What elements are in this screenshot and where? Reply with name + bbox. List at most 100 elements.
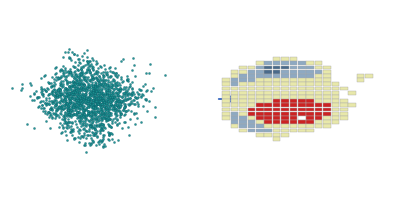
Point [97, 94, 103, 98]
Point [103, 115, 109, 118]
Point [105, 100, 111, 103]
Point [146, 62, 153, 66]
Bar [239, 66, 247, 69]
Point [72, 90, 78, 93]
Point [65, 104, 72, 107]
Bar [315, 108, 322, 111]
Point [55, 76, 62, 79]
Point [98, 107, 105, 111]
Point [46, 107, 53, 110]
Point [76, 97, 82, 100]
Point [142, 97, 148, 100]
Point [99, 110, 106, 113]
Bar [281, 108, 289, 111]
Point [64, 138, 70, 141]
Point [73, 98, 79, 102]
Point [39, 92, 45, 95]
Point [112, 83, 118, 86]
Bar [315, 74, 322, 78]
Point [53, 75, 59, 78]
Point [116, 98, 122, 102]
Point [100, 128, 106, 131]
Point [82, 142, 88, 145]
Point [65, 117, 72, 120]
Point [80, 83, 87, 86]
Point [78, 113, 85, 117]
Point [73, 101, 80, 104]
Point [148, 89, 154, 92]
Point [88, 103, 95, 106]
Point [60, 107, 66, 111]
Point [66, 108, 72, 112]
Point [74, 80, 81, 84]
Point [121, 105, 128, 108]
Point [57, 106, 64, 109]
Bar [306, 129, 314, 132]
Point [72, 83, 78, 86]
Point [70, 92, 76, 95]
Point [68, 74, 74, 77]
Bar [323, 74, 331, 78]
Point [108, 126, 114, 129]
Point [107, 105, 113, 108]
Point [19, 87, 26, 90]
Point [83, 116, 89, 119]
Point [91, 127, 97, 130]
Point [52, 92, 59, 95]
Point [94, 110, 101, 113]
Point [27, 81, 34, 85]
Point [129, 68, 135, 71]
Point [106, 134, 113, 137]
Point [118, 78, 124, 81]
Point [58, 75, 64, 79]
Point [49, 85, 55, 88]
Point [78, 119, 84, 123]
Point [106, 115, 112, 118]
Point [90, 105, 96, 108]
Point [105, 96, 111, 99]
Point [104, 72, 110, 75]
Point [94, 86, 101, 89]
Point [61, 107, 68, 110]
Point [116, 88, 123, 92]
Point [71, 103, 77, 106]
Point [59, 125, 66, 129]
Point [122, 105, 128, 108]
Point [81, 112, 87, 115]
Point [68, 70, 74, 74]
Point [53, 98, 59, 101]
Bar [298, 74, 306, 78]
Point [66, 87, 72, 90]
Point [98, 115, 105, 118]
Point [60, 84, 67, 87]
Point [70, 80, 77, 83]
Point [105, 89, 111, 92]
Point [109, 92, 115, 96]
Point [55, 114, 61, 117]
Point [65, 113, 71, 116]
Point [94, 102, 101, 105]
Point [82, 79, 88, 82]
Point [100, 77, 106, 81]
Point [89, 109, 96, 112]
Point [46, 82, 52, 85]
Point [90, 102, 96, 106]
Point [98, 128, 104, 131]
Point [91, 101, 98, 104]
Point [90, 96, 97, 99]
Point [67, 111, 73, 114]
Point [96, 81, 102, 84]
Point [74, 93, 80, 97]
Point [74, 89, 80, 92]
Point [85, 133, 92, 136]
Bar [298, 70, 306, 74]
Point [97, 128, 104, 131]
Point [106, 124, 112, 127]
Point [120, 98, 126, 102]
Point [146, 71, 152, 74]
Point [76, 77, 83, 80]
Point [64, 109, 71, 112]
Bar [290, 129, 297, 132]
Bar [340, 103, 348, 107]
Point [72, 75, 79, 78]
